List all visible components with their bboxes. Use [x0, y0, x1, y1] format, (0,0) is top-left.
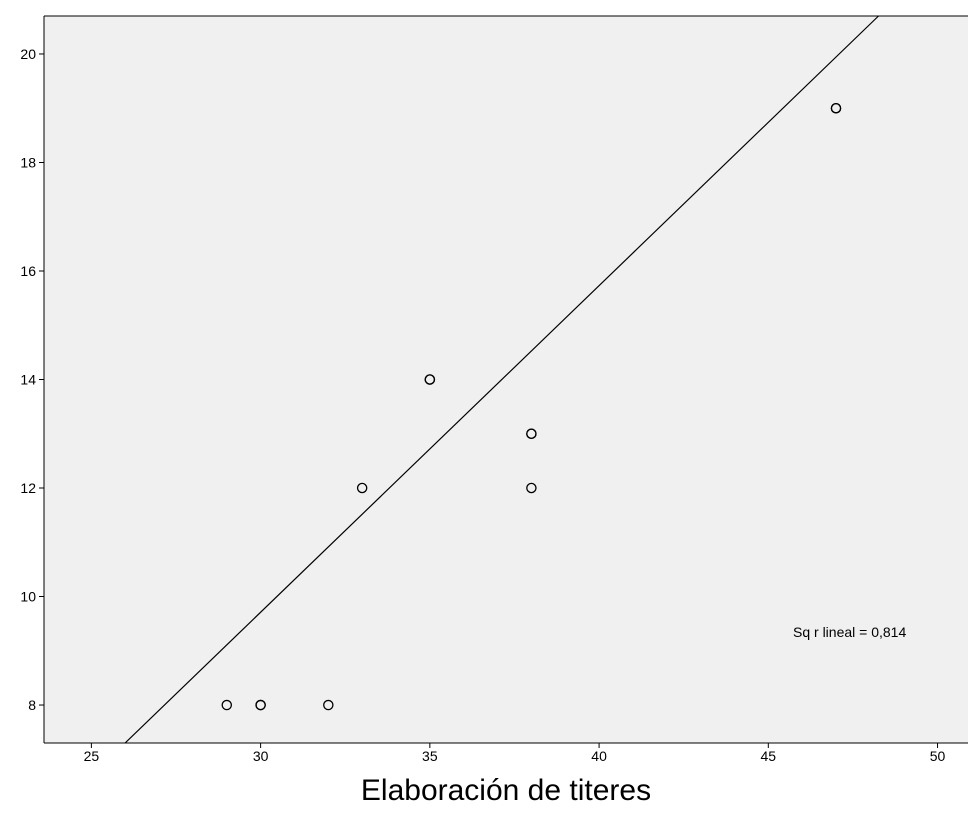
x-tick-label: 45 — [761, 748, 777, 764]
data-point — [526, 482, 537, 494]
points-layer — [221, 102, 842, 711]
regression-line — [124, 15, 879, 744]
data-point — [323, 699, 334, 711]
data-point — [424, 374, 436, 385]
plot-area — [44, 16, 968, 743]
x-axis-title: Elaboración de titeres — [361, 774, 651, 807]
y-tick-label: 12 — [20, 480, 36, 496]
x-tick-label: 25 — [84, 748, 100, 764]
y-tick-label: 8 — [28, 697, 36, 713]
y-ticks: 8 10 12 14 16 18 20 — [20, 46, 44, 713]
x-tick-label: 35 — [422, 748, 438, 764]
r-squared-annotation: Sq r lineal = 0,814 — [793, 624, 906, 640]
data-point — [221, 699, 233, 711]
y-tick-label: 10 — [20, 589, 36, 605]
y-tick-label: 14 — [20, 372, 36, 388]
x-tick-label: 30 — [253, 748, 269, 764]
y-tick-label: 20 — [20, 46, 36, 62]
data-point — [526, 428, 537, 440]
data-point — [356, 482, 368, 494]
x-ticks: 25 30 35 40 45 50 — [84, 743, 946, 764]
fit-line-layer — [124, 15, 879, 744]
x-tick-label: 50 — [930, 748, 946, 764]
x-tick-label: 40 — [591, 748, 607, 764]
y-tick-label: 18 — [20, 154, 36, 170]
y-tick-label: 16 — [20, 263, 36, 279]
data-point — [830, 102, 842, 114]
data-point — [255, 699, 266, 711]
